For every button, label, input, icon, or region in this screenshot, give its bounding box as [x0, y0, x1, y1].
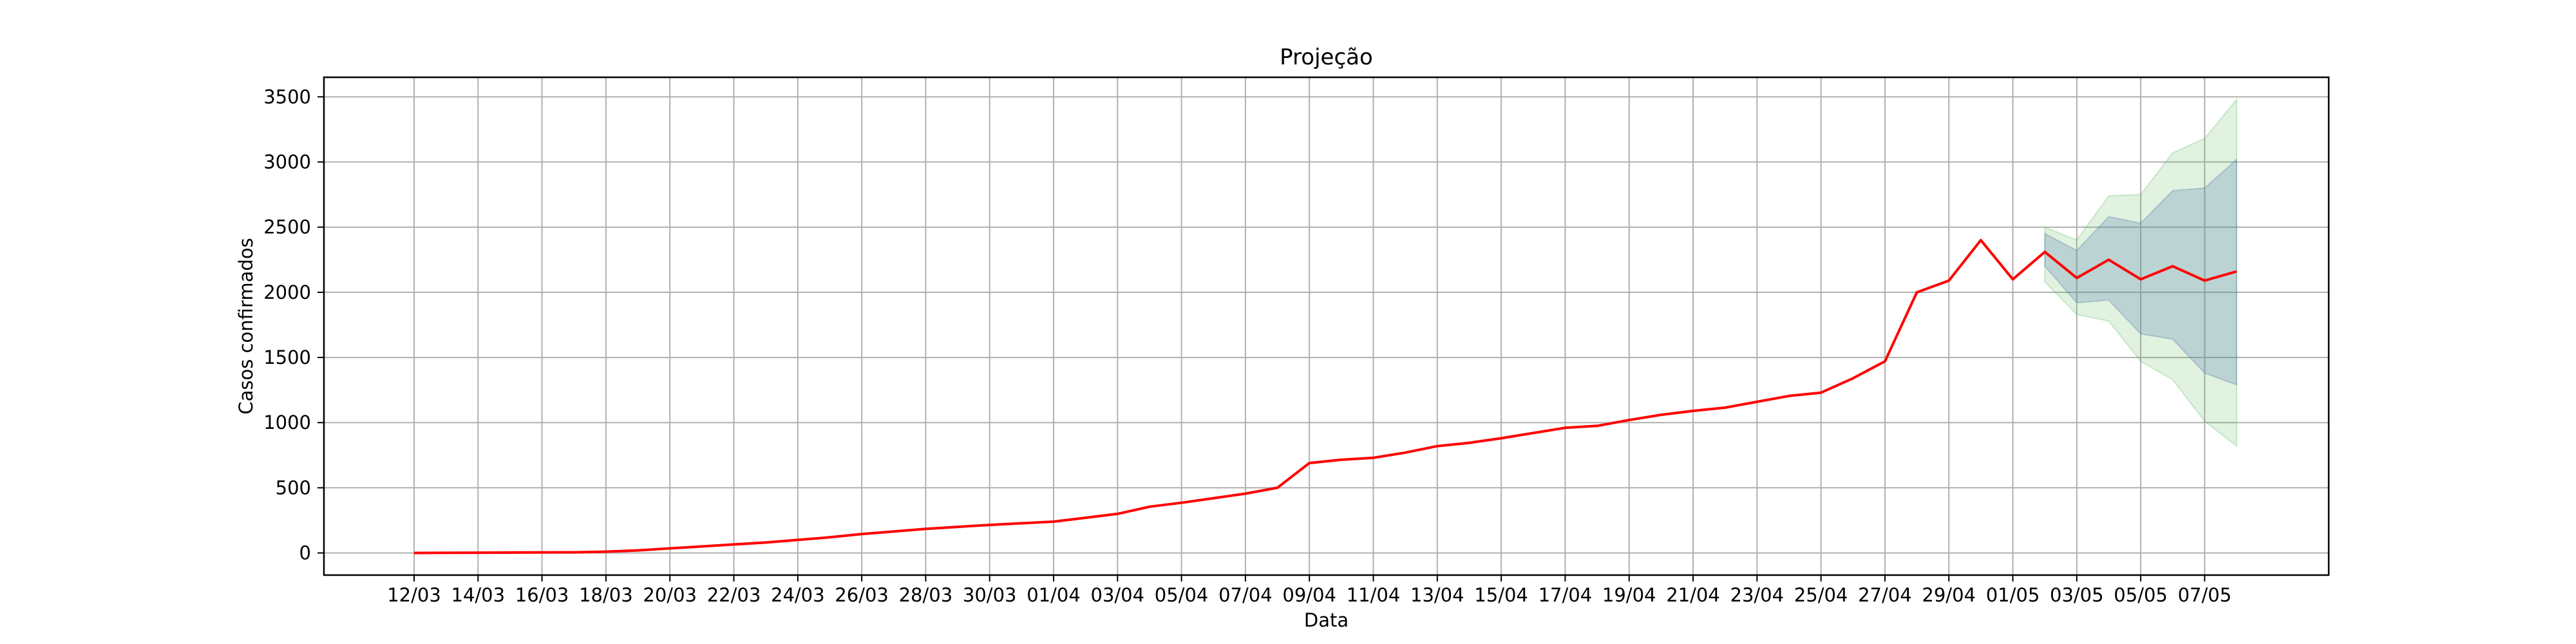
x-axis-label: Data — [1304, 609, 1349, 631]
x-tick-label: 01/04 — [1027, 584, 1081, 606]
x-tick-label: 27/04 — [1858, 584, 1912, 606]
x-tick-label: 23/04 — [1730, 584, 1785, 606]
x-tick-label: 07/05 — [2178, 584, 2232, 606]
x-tick-label: 03/04 — [1091, 584, 1145, 606]
x-tick-label: 25/04 — [1794, 584, 1848, 606]
x-tick-label: 03/05 — [2050, 584, 2104, 606]
x-tick-label: 22/03 — [707, 584, 761, 606]
y-tick-label: 1500 — [263, 346, 311, 368]
projection-bands — [2044, 97, 2237, 448]
x-tick-label: 14/03 — [451, 584, 506, 606]
y-tick-label: 2000 — [263, 281, 311, 303]
x-axis-ticks: 12/03 14/03 16/03 18/03 20/03 22/03 24/03 26/03… — [387, 575, 2231, 606]
inner-confidence-band — [2044, 158, 2237, 386]
x-tick-label: 18/03 — [579, 584, 633, 606]
x-tick-label: 29/04 — [1922, 584, 1976, 606]
x-tick-label: 17/04 — [1539, 584, 1593, 606]
x-tick-label: 26/03 — [835, 584, 889, 606]
series-lines — [413, 238, 2237, 554]
x-tick-label: 19/04 — [1602, 584, 1656, 606]
x-tick-label: 09/04 — [1282, 584, 1336, 606]
x-tick-label: 15/04 — [1474, 584, 1528, 606]
outer-confidence-band — [2044, 97, 2237, 448]
x-tick-label: 11/04 — [1347, 584, 1401, 606]
x-tick-label: 07/04 — [1218, 584, 1273, 606]
y-tick-label: 3500 — [263, 86, 311, 108]
y-axis-ticks: 0 500 1000 1500 2000 2500 3000 3500 — [263, 86, 324, 564]
y-axis-label: Casos confirmados — [235, 238, 257, 414]
x-tick-label: 28/03 — [899, 584, 953, 606]
x-tick-label: 30/03 — [963, 584, 1017, 606]
x-tick-label: 20/03 — [643, 584, 697, 606]
y-tick-label: 0 — [299, 542, 311, 564]
x-tick-label: 05/04 — [1155, 584, 1209, 606]
x-tick-label: 01/05 — [1986, 584, 2040, 606]
x-tick-label: 12/03 — [387, 584, 441, 606]
x-tick-label: 05/05 — [2114, 584, 2168, 606]
y-tick-label: 1000 — [263, 412, 311, 433]
y-tick-label: 2500 — [263, 216, 311, 238]
x-tick-label: 13/04 — [1410, 584, 1464, 606]
x-tick-label: 16/03 — [515, 584, 569, 606]
x-tick-label: 24/03 — [771, 584, 825, 606]
confirmed-cases-line — [413, 238, 2237, 554]
y-tick-label: 500 — [276, 477, 311, 498]
y-tick-label: 3000 — [263, 151, 311, 173]
plot-frame — [323, 76, 2330, 576]
chart-title: Projeção — [1280, 44, 1373, 70]
grid — [324, 77, 2329, 575]
x-tick-label: 21/04 — [1666, 584, 1720, 606]
